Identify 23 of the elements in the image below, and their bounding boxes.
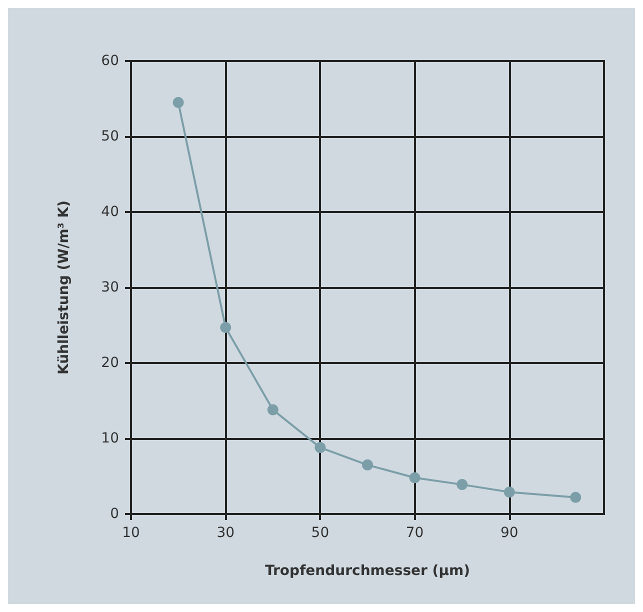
point [362,459,373,470]
y-tick-label: 50 [101,128,119,144]
point [570,492,582,503]
x-tick-label: 70 [406,525,424,541]
point [172,97,184,108]
x-axis-title: Tropfendurchmesser (µm) [265,563,470,579]
y-tick-label: 60 [101,53,119,69]
y-tick-label: 0 [110,506,119,522]
point [220,322,232,334]
point [409,472,420,484]
y-tick-label: 10 [101,430,119,446]
point [504,486,515,498]
x-tick-label: 10 [122,525,140,541]
point [456,479,468,490]
x-tick-label: 90 [500,525,518,541]
x-tick-label: 50 [311,525,330,541]
y-tick-label: 40 [101,204,119,220]
y-tick-label: 20 [101,355,119,371]
y-axis-title: Kühlleistung (W/m³ K) [56,200,72,375]
x-tick-label: 30 [216,525,235,541]
point [314,442,326,454]
point [267,404,278,416]
y-tick-label: 30 [101,280,119,296]
